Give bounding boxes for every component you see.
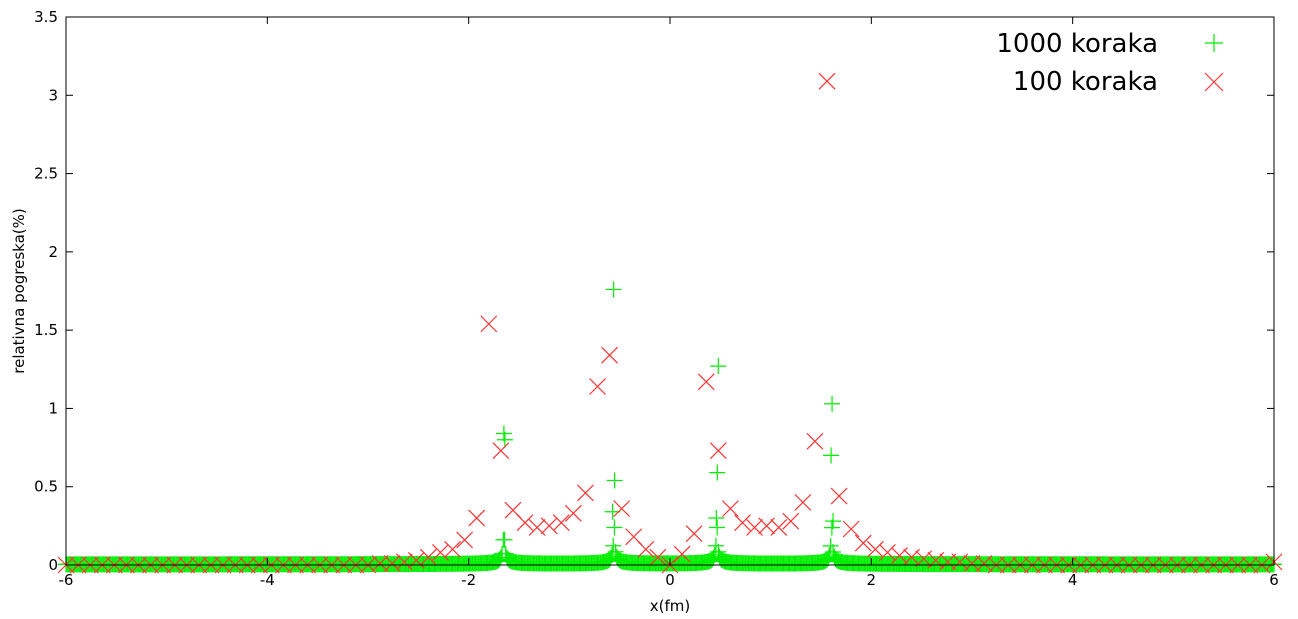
cross-marker bbox=[492, 442, 510, 460]
cross-marker bbox=[879, 544, 896, 561]
cross-marker bbox=[613, 500, 631, 518]
cross-marker bbox=[854, 534, 872, 552]
legend-label-1000-koraka: 1000 koraka bbox=[996, 29, 1158, 59]
plus-marker bbox=[496, 531, 513, 548]
x-tick-label: -2 bbox=[461, 571, 476, 589]
y-tick-label: 0 bbox=[48, 556, 58, 574]
legend-plus-marker bbox=[1205, 34, 1223, 52]
x-tick-label: 0 bbox=[665, 571, 675, 589]
cross-marker bbox=[601, 346, 619, 364]
plus-marker-peak bbox=[825, 513, 842, 530]
x-tick-label: 2 bbox=[867, 571, 877, 589]
y-tick-label: 2 bbox=[48, 243, 58, 261]
plus-marker-peak bbox=[708, 510, 725, 527]
cross-marker bbox=[649, 548, 667, 566]
cross-marker bbox=[371, 555, 389, 572]
cross-marker bbox=[806, 432, 824, 450]
y-tick-label: 1 bbox=[48, 399, 58, 417]
cross-marker bbox=[685, 525, 703, 543]
cross-marker bbox=[456, 531, 474, 549]
legend: 1000 koraka 100 koraka bbox=[996, 29, 1224, 97]
cross-marker bbox=[939, 553, 957, 571]
cross-marker bbox=[552, 514, 570, 532]
cross-marker bbox=[540, 517, 558, 535]
cross-marker bbox=[818, 72, 836, 90]
plus-marker bbox=[606, 519, 623, 536]
x-tick-label: 6 bbox=[1269, 571, 1279, 589]
x-tick-label: -4 bbox=[260, 571, 275, 589]
cross-marker bbox=[709, 442, 727, 460]
cross-marker bbox=[697, 373, 715, 391]
plus-marker-peak bbox=[823, 447, 840, 464]
plus-marker-peak bbox=[495, 425, 512, 442]
y-tick-label: 3 bbox=[48, 86, 58, 104]
legend-cross-marker bbox=[1204, 72, 1224, 92]
cross-marker bbox=[589, 378, 606, 395]
plus-marker-peak bbox=[824, 395, 841, 412]
plus-marker bbox=[707, 537, 724, 554]
cross-marker bbox=[444, 540, 461, 558]
cross-marker bbox=[516, 514, 534, 532]
cross-marker bbox=[432, 544, 449, 561]
cross-marker bbox=[564, 504, 582, 522]
cross-marker bbox=[673, 545, 691, 563]
cross-marker bbox=[419, 548, 437, 566]
cross-marker bbox=[637, 540, 655, 558]
plus-marker-peak bbox=[496, 431, 513, 448]
plus-marker-peak bbox=[709, 464, 726, 481]
legend-marker-1000-koraka bbox=[1205, 34, 1223, 52]
cross-marker bbox=[734, 514, 751, 532]
cross-marker bbox=[721, 500, 739, 518]
legend-label-100-koraka: 100 koraka bbox=[1013, 67, 1158, 97]
x-tick-label: -6 bbox=[59, 571, 74, 589]
y-tick-label: 0.5 bbox=[34, 478, 58, 496]
y-axis-label: relativna pogreska(%) bbox=[10, 208, 28, 374]
cross-marker bbox=[830, 487, 848, 505]
x-axis: -6 -4 -2 0 2 4 6 bbox=[59, 17, 1279, 589]
plus-marker-peak bbox=[606, 472, 623, 489]
cross-marker bbox=[577, 484, 594, 502]
x-axis-label: x(fm) bbox=[650, 597, 690, 615]
cross-marker bbox=[794, 493, 812, 511]
cross-marker bbox=[407, 551, 425, 569]
cross-marker bbox=[770, 518, 788, 536]
y-axis: 0 0.5 1 1.5 2 2.5 3 3.5 bbox=[34, 8, 1274, 574]
cross-marker bbox=[963, 555, 981, 572]
plus-marker bbox=[822, 537, 839, 554]
cross-marker bbox=[842, 520, 860, 538]
y-tick-label: 1.5 bbox=[34, 321, 58, 339]
plus-marker bbox=[605, 537, 622, 554]
cross-marker bbox=[480, 315, 498, 333]
plus-marker bbox=[709, 519, 726, 536]
y-tick-label: 2.5 bbox=[34, 165, 58, 183]
plus-marker bbox=[823, 519, 840, 536]
plus-marker-peak bbox=[605, 281, 622, 298]
cross-marker bbox=[468, 509, 486, 527]
legend-marker-100-koraka bbox=[1204, 72, 1224, 92]
cross-marker bbox=[782, 512, 800, 530]
y-tick-label: 3.5 bbox=[34, 8, 58, 26]
cross-marker bbox=[866, 540, 884, 558]
plus-marker-peak bbox=[710, 358, 727, 375]
x-tick-label: 4 bbox=[1068, 571, 1078, 589]
